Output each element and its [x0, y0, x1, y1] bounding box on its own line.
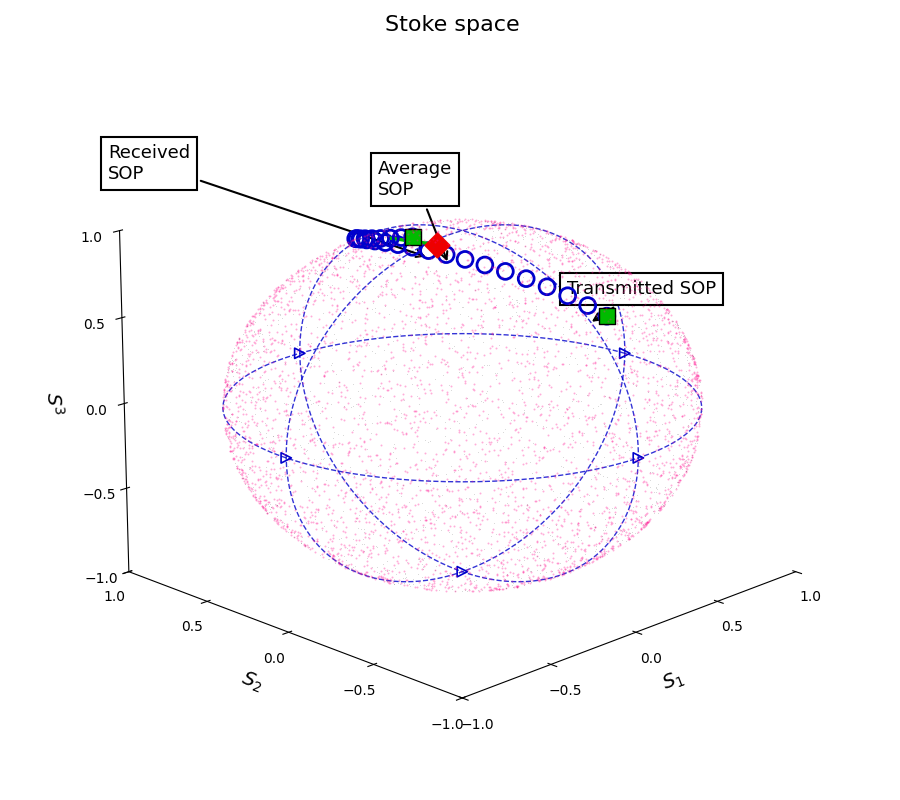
Text: Average
SOP: Average SOP [378, 160, 452, 259]
Text: Received
SOP: Received SOP [108, 144, 424, 257]
X-axis label: $S_1$: $S_1$ [659, 668, 687, 695]
Y-axis label: $S_2$: $S_2$ [238, 668, 266, 695]
Text: Transmitted SOP: Transmitted SOP [567, 280, 716, 321]
Title: Stoke space: Stoke space [385, 15, 519, 35]
